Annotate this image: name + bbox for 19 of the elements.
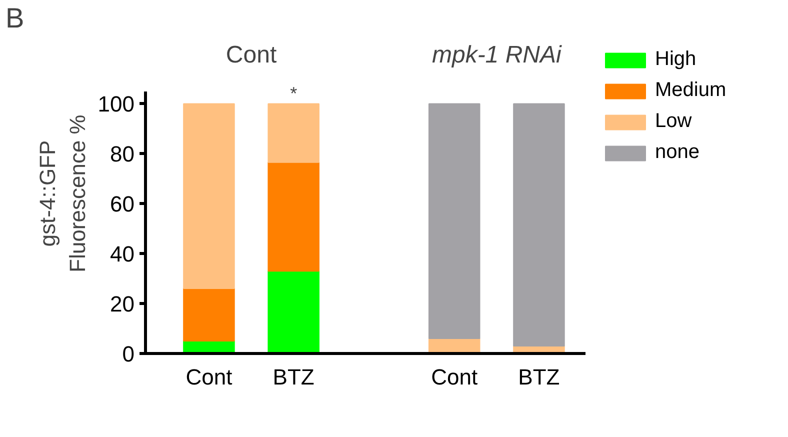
chart-title: B <box>6 2 24 34</box>
y-tick-label: 100 <box>98 92 135 117</box>
text: Cont <box>226 42 277 69</box>
legend-label: none <box>655 141 700 164</box>
y-axis-title: gst-4::GFP Fluorescence % <box>34 114 90 272</box>
x-tick-label: Cont <box>431 364 478 390</box>
y-tick-label: 60 <box>110 192 135 217</box>
text: mpk-1 RNAi <box>432 42 562 69</box>
legend-label: High <box>655 48 696 71</box>
x-tick-label: Cont <box>186 364 232 390</box>
legend-label: Low <box>655 110 692 133</box>
x-tick-label: BTZ <box>272 364 314 390</box>
y-tick-label: 40 <box>110 242 135 267</box>
x-tick-label: BTZ <box>518 364 560 390</box>
annotation: * <box>290 84 298 104</box>
y-tick-label: 20 <box>110 292 135 317</box>
legend-label: Medium <box>655 79 726 102</box>
y-tick-label: 0 <box>122 342 135 366</box>
y-tick-label: 80 <box>110 142 135 167</box>
